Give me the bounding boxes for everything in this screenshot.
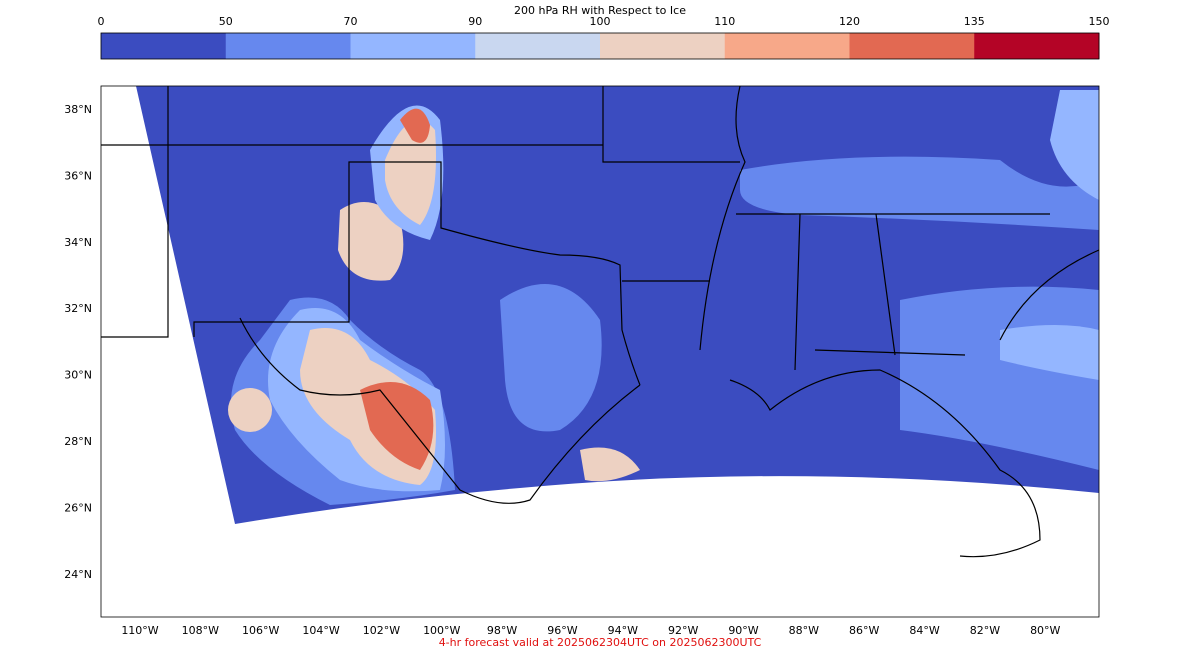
colorbar-tick-label: 50 [219, 15, 233, 28]
colorbar-segment [225, 33, 351, 59]
lat-label: 32°N [64, 302, 92, 315]
lon-label: 110°W [121, 624, 158, 637]
colorbar-tick-label: 70 [344, 15, 358, 28]
lat-label: 24°N [64, 568, 92, 581]
state-borders [101, 86, 1099, 558]
colorbar-tick-label: 110 [714, 15, 735, 28]
colorbar-segment [475, 33, 601, 59]
lon-label: 98°W [487, 624, 517, 637]
lon-label: 84°W [909, 624, 939, 637]
lat-label: 30°N [64, 369, 92, 382]
lat-label: 34°N [64, 236, 92, 249]
lon-label: 96°W [547, 624, 577, 637]
colorbar-tick-label: 120 [839, 15, 860, 28]
lat-label: 36°N [64, 169, 92, 182]
lon-label: 80°W [1030, 624, 1060, 637]
colorbar-tick-label: 135 [964, 15, 985, 28]
map-frame [100, 85, 1100, 618]
colorbar: 0 50 70 90 100 110 120 135 150 [98, 15, 1110, 59]
lon-label: 92°W [668, 624, 698, 637]
lat-label: 28°N [64, 435, 92, 448]
colorbar-segment [350, 33, 476, 59]
lat-label: 26°N [64, 501, 92, 514]
colorbar-tick-label: 90 [468, 15, 482, 28]
colorbar-tick-label: 150 [1089, 15, 1110, 28]
colorbar-frame [100, 32, 1100, 60]
lon-label: 102°W [363, 624, 400, 637]
lon-label: 86°W [849, 624, 879, 637]
colorbar-title: 200 hPa RH with Respect to Ice [514, 4, 686, 17]
axes-labels: 38°N 36°N 34°N 32°N 30°N 28°N 26°N 24°N 110°W 108… [64, 103, 1060, 637]
map [100, 85, 1100, 618]
colorbar-tick-label: 100 [590, 15, 611, 28]
colorbar-segment [724, 33, 850, 59]
lon-label: 82°W [970, 624, 1000, 637]
lat-label: 38°N [64, 103, 92, 116]
lon-label: 106°W [242, 624, 279, 637]
lon-label: 88°W [789, 624, 819, 637]
lon-label: 100°W [423, 624, 460, 637]
colorbar-segment [101, 33, 227, 59]
lon-label: 104°W [302, 624, 339, 637]
lon-label: 90°W [728, 624, 758, 637]
colorbar-segment [849, 33, 975, 59]
lon-label: 94°W [608, 624, 638, 637]
colorbar-segment [600, 33, 726, 59]
forecast-footer: 4-hr forecast valid at 2025062304UTC on … [439, 636, 762, 649]
colorbar-tick-label: 0 [98, 15, 105, 28]
lon-label: 108°W [182, 624, 219, 637]
colorbar-segment [974, 33, 1100, 59]
moisture-field [228, 90, 1099, 505]
